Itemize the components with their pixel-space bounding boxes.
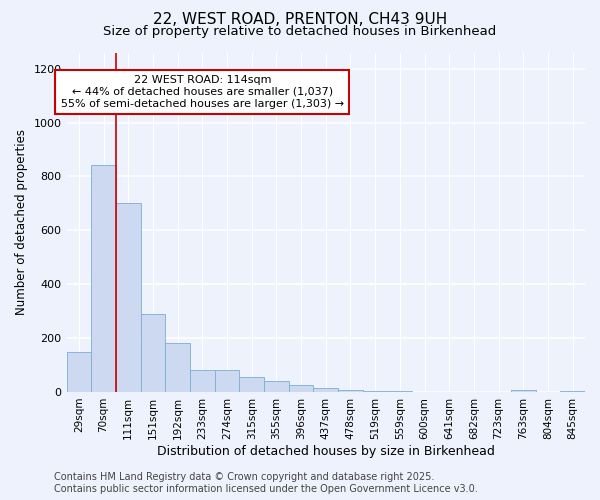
- Bar: [560, 391, 585, 392]
- Bar: [264, 380, 289, 392]
- Text: 22, WEST ROAD, PRENTON, CH43 9UH: 22, WEST ROAD, PRENTON, CH43 9UH: [153, 12, 447, 28]
- Text: Size of property relative to detached houses in Birkenhead: Size of property relative to detached ho…: [103, 25, 497, 38]
- Bar: [289, 385, 313, 392]
- Bar: [91, 165, 116, 392]
- Bar: [140, 314, 165, 392]
- Text: Contains HM Land Registry data © Crown copyright and database right 2025.
Contai: Contains HM Land Registry data © Crown c…: [54, 472, 478, 494]
- Bar: [363, 390, 388, 392]
- Bar: [190, 370, 215, 392]
- X-axis label: Distribution of detached houses by size in Birkenhead: Distribution of detached houses by size …: [157, 444, 495, 458]
- Y-axis label: Number of detached properties: Number of detached properties: [15, 129, 28, 315]
- Text: 22 WEST ROAD: 114sqm
← 44% of detached houses are smaller (1,037)
55% of semi-de: 22 WEST ROAD: 114sqm ← 44% of detached h…: [61, 76, 344, 108]
- Bar: [313, 388, 338, 392]
- Bar: [215, 370, 239, 392]
- Bar: [239, 377, 264, 392]
- Bar: [338, 390, 363, 392]
- Bar: [116, 204, 140, 392]
- Bar: [388, 391, 412, 392]
- Bar: [165, 343, 190, 392]
- Bar: [67, 352, 91, 392]
- Bar: [511, 390, 536, 392]
